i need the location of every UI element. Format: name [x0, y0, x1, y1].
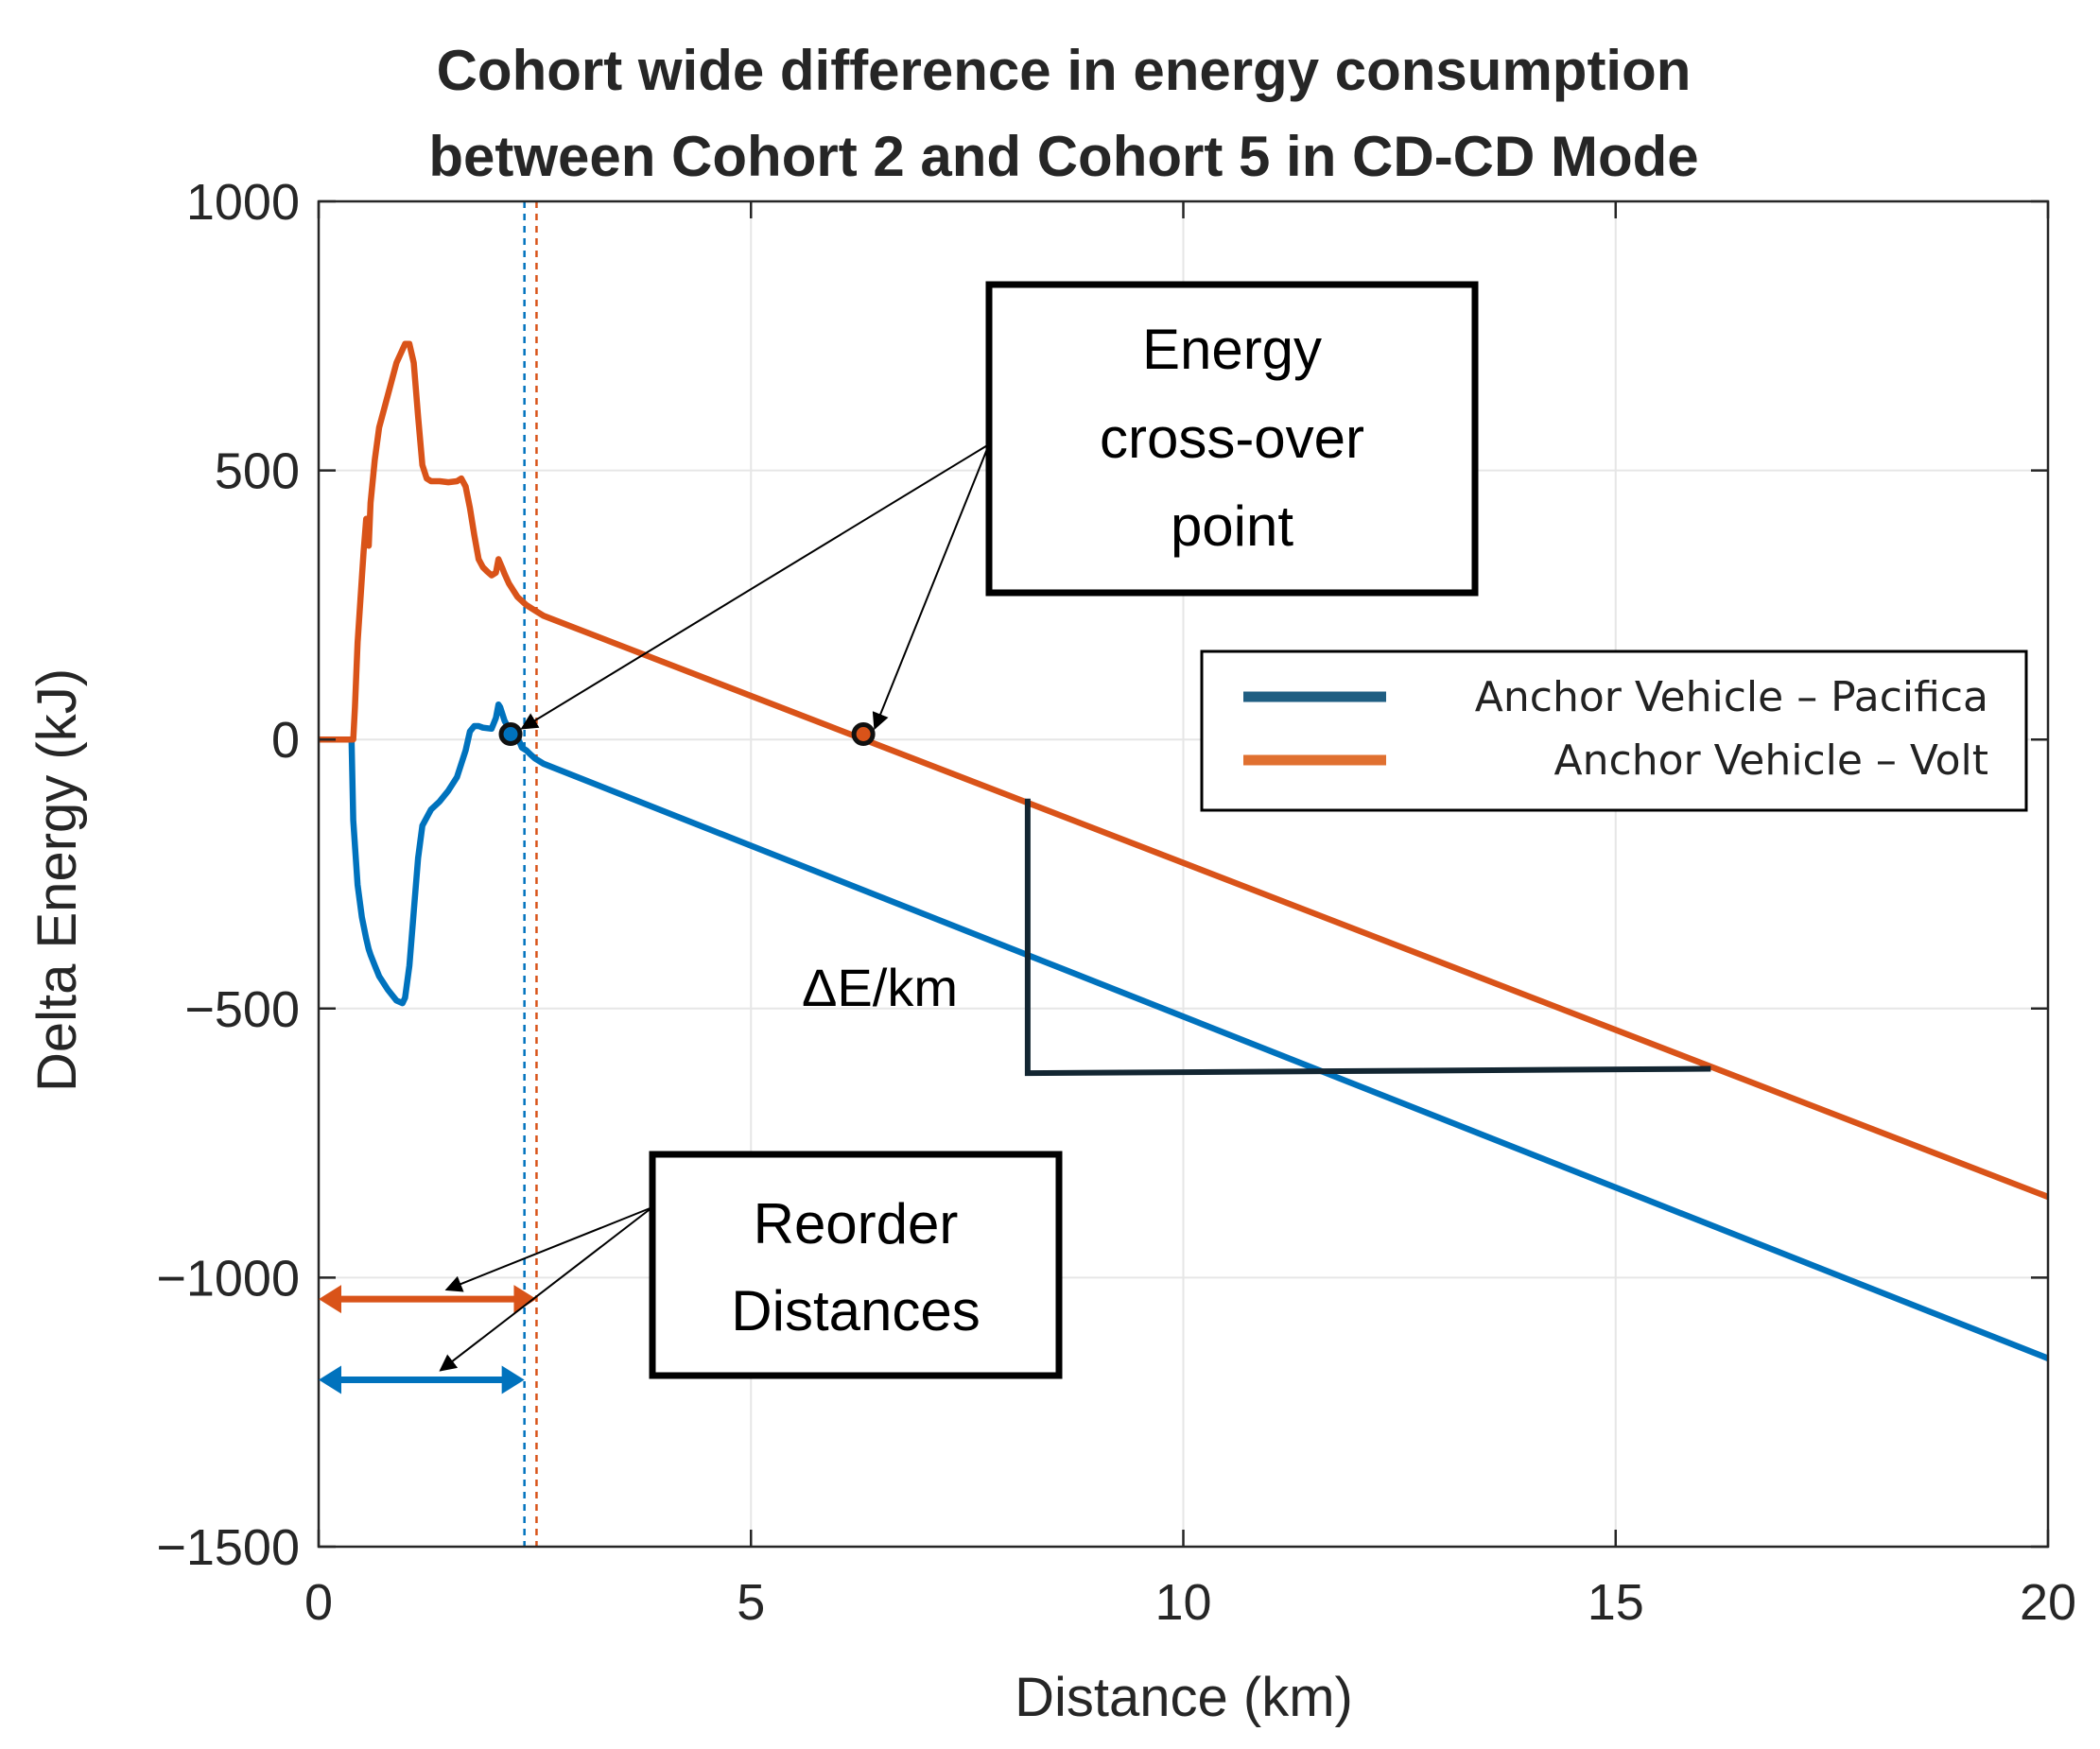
reorder-pointer-arrows	[439, 1206, 653, 1372]
reorder-arrow-0	[319, 1285, 537, 1314]
x-tick-labels: 0 5 10 15 20	[304, 1574, 2076, 1631]
x-tick-label: 10	[1154, 1574, 1211, 1631]
crossover-pointer-0	[520, 443, 990, 730]
legend-label-volt: Anchor Vehicle – Volt	[1554, 736, 1988, 785]
legend-box	[1200, 649, 2028, 812]
y-tick-label: −1500	[156, 1519, 300, 1576]
reorder-dashed-lines	[523, 201, 538, 1547]
y-tick-label: −1000	[156, 1250, 300, 1307]
y-tick-labels: −1500 −1000 −500 0 500 1000	[156, 174, 300, 1576]
chart-title-line-1: Cohort wide difference in energy consump…	[437, 39, 1692, 102]
y-tick-label: 0	[271, 712, 300, 769]
axes	[317, 199, 2050, 1549]
reorder-pointer-0	[444, 1206, 653, 1292]
legend-label-pacifica: Anchor Vehicle – Pacifica	[1475, 673, 1988, 721]
reorder-arrows	[319, 1285, 537, 1394]
reorder-pointer-1	[439, 1206, 653, 1372]
crossover-point-1	[851, 722, 876, 747]
crossover-callout-line-2: cross-over	[1100, 407, 1364, 470]
reorder-arrow-head-left	[319, 1285, 341, 1314]
reorder-arrow-head-left	[319, 1365, 341, 1394]
x-tick-label: 15	[1588, 1574, 1644, 1631]
x-axis-label: Distance (km)	[1015, 1667, 1353, 1728]
reorder-callout-line-1: Reorder	[754, 1192, 959, 1255]
slope-label: ΔE/km	[802, 958, 958, 1017]
crossover-callout-box	[985, 281, 1479, 597]
reorder-arrow-head-right	[501, 1365, 525, 1394]
crossover-callout-line-1: Energy	[1142, 318, 1322, 381]
crossover-pointer-arrows	[520, 443, 990, 731]
slope-triangle	[1024, 798, 1711, 1077]
crossover-point-0	[498, 722, 523, 747]
y-axis-label: Delta Energy (kJ)	[26, 668, 88, 1092]
y-tick-label: 1000	[186, 174, 300, 231]
legend: Anchor Vehicle – Pacifica Anchor Vehicle…	[1200, 649, 2028, 812]
crossover-callout-line-3: point	[1171, 494, 1293, 558]
reorder-arrow-head-right	[513, 1285, 537, 1314]
reorder-callout-box	[649, 1151, 1063, 1379]
x-tick-label: 5	[737, 1574, 765, 1631]
x-tick-label: 0	[304, 1574, 333, 1631]
y-tick-label: −500	[184, 981, 300, 1038]
slope-triangle-line	[1024, 798, 1711, 1077]
y-tick-label: 500	[215, 443, 300, 500]
reorder-callout-line-2: Distances	[731, 1279, 980, 1342]
series-line-1	[319, 340, 2048, 1201]
x-tick-label: 20	[2020, 1574, 2076, 1631]
crossover-pointer-1	[872, 443, 990, 731]
reorder-arrow-1	[319, 1365, 525, 1394]
crossover-points	[498, 722, 876, 747]
chart-title-line-2: between Cohort 2 and Cohort 5 in CD-CD M…	[428, 125, 1698, 188]
